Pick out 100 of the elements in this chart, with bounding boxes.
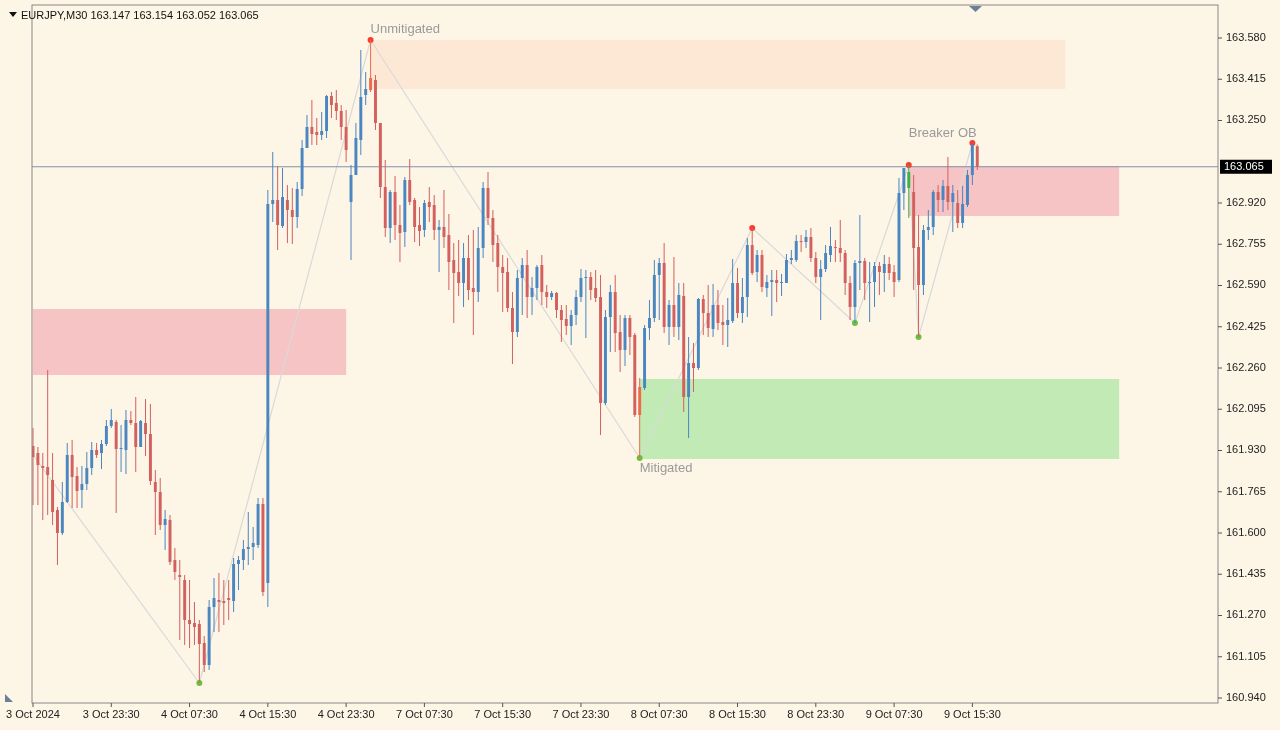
x-tick-label: 4 Oct 23:30 (317, 708, 375, 720)
candlestick (129, 410, 133, 426)
candlestick (574, 289, 578, 326)
candlestick (784, 253, 788, 284)
candlestick (163, 509, 167, 551)
y-tick-label: 163.250 (1226, 113, 1266, 126)
y-tick-label: 161.930 (1226, 443, 1266, 456)
candlestick (46, 369, 50, 516)
y-tick-label: 162.260 (1226, 360, 1266, 373)
y-tick-label: 162.095 (1226, 402, 1266, 415)
y-tick-label: 163.415 (1226, 72, 1266, 85)
candlestick (765, 274, 769, 298)
candlestick (285, 184, 289, 244)
candlestick (457, 239, 461, 297)
candlestick (109, 408, 113, 429)
annotation: Unmitigated (370, 21, 440, 36)
candlestick (217, 572, 221, 633)
candlestick (975, 144, 979, 171)
candlestick (246, 511, 250, 566)
x-tick-label: 3 Oct 2024 (6, 708, 60, 720)
candlestick (848, 275, 852, 321)
candlestick (716, 289, 720, 331)
x-tick-label: 7 Oct 23:30 (552, 708, 610, 720)
candlestick (329, 91, 333, 119)
candlestick (364, 71, 368, 106)
candlestick (721, 304, 725, 346)
y-tick-label: 161.435 (1226, 567, 1266, 580)
candlestick (882, 254, 886, 293)
candlestick (672, 256, 676, 338)
candlestick (511, 291, 514, 365)
candlestick (814, 251, 818, 284)
candlestick (90, 441, 94, 476)
x-tick-label: 4 Oct 07:30 (161, 708, 218, 720)
candlestick (520, 257, 524, 316)
candlestick (104, 419, 108, 447)
candlestick (657, 257, 661, 321)
candlestick (320, 111, 324, 141)
candlestick (887, 256, 891, 281)
candlestick (740, 277, 744, 324)
candlestick (100, 439, 103, 470)
candlestick (119, 424, 123, 473)
candlestick (56, 506, 59, 566)
candlestick (173, 547, 177, 581)
y-tick-label: 161.270 (1226, 608, 1266, 621)
candlestick (829, 226, 832, 263)
candlestick (584, 269, 588, 339)
chart-title: EURJPY,M30 163.147 163.154 163.052 163.065 (21, 9, 259, 21)
candlestick (858, 214, 862, 291)
candlestick (892, 264, 896, 298)
candlestick (192, 601, 196, 646)
candlestick (946, 156, 950, 211)
candlestick (726, 297, 730, 348)
candlestick (559, 304, 563, 343)
candlestick (75, 466, 79, 509)
candlestick (926, 209, 930, 241)
y-tick-label: 162.590 (1226, 278, 1266, 291)
candlestick (877, 261, 881, 296)
candlestick (863, 257, 867, 301)
candlestick (770, 269, 774, 317)
candlestick (241, 539, 245, 571)
y-tick-label: 161.600 (1226, 525, 1266, 538)
x-tick-label: 7 Oct 15:30 (474, 708, 532, 720)
y-tick-label: 162.920 (1226, 195, 1266, 208)
candlestick (315, 117, 319, 146)
candlestick (452, 242, 456, 324)
x-tick-label: 7 Oct 07:30 (395, 708, 453, 720)
y-tick-label: 161.765 (1226, 484, 1266, 497)
candlestick (799, 234, 803, 253)
candlestick (153, 469, 157, 536)
x-tick-label: 8 Oct 23:30 (787, 708, 845, 720)
candlestick (706, 284, 710, 338)
candlestick (711, 283, 715, 338)
candlestick (339, 104, 343, 141)
candlestick (144, 398, 147, 457)
candlestick (530, 276, 534, 316)
x-tick-label: 8 Oct 15:30 (709, 708, 766, 720)
candlestick (408, 158, 412, 206)
candlestick (237, 555, 240, 591)
candlestick (809, 227, 813, 263)
candlestick (437, 219, 441, 273)
annotation: Breaker OB (908, 125, 977, 140)
y-tick-label: 162.755 (1226, 237, 1266, 250)
y-tick-label: 161.105 (1226, 649, 1266, 662)
candlestick (838, 219, 842, 263)
x-tick-label: 8 Oct 07:30 (630, 708, 688, 720)
candlestick (701, 294, 705, 336)
candlestick (36, 446, 40, 506)
candlestick (134, 396, 138, 473)
candlestick (569, 309, 573, 346)
x-tick-label: 9 Oct 15:30 (943, 708, 1001, 720)
candlestick (824, 244, 828, 273)
candlestick (344, 109, 348, 163)
candlestick (951, 184, 955, 233)
candlestick (775, 269, 779, 303)
candlestick (589, 271, 593, 301)
candlestick (290, 187, 294, 245)
candlestick (227, 579, 231, 621)
candlestick (594, 269, 598, 303)
candlestick (418, 206, 421, 247)
candlestick (545, 284, 549, 309)
